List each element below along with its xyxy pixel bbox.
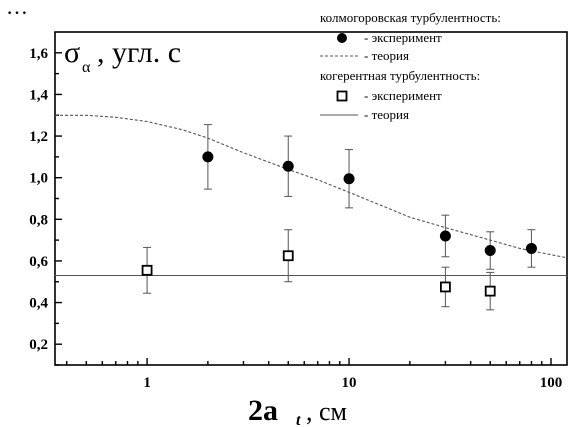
legend-open-square-marker bbox=[336, 90, 348, 102]
y-axis-label-units: , угл. с bbox=[97, 36, 181, 69]
kolmogorov-experiment-point bbox=[282, 135, 294, 197]
y-axis-label-symbol: σ bbox=[64, 36, 80, 69]
x-axis-label-symbol: 2a bbox=[248, 394, 278, 427]
x-axis-label-subscript: t bbox=[296, 412, 301, 427]
top-text-fragment: … bbox=[6, 0, 28, 19]
legend-entry-label: - эксперимент bbox=[364, 88, 442, 103]
open-square-marker bbox=[440, 281, 451, 293]
legend-group-header: когерентная турбулентность: bbox=[320, 68, 480, 83]
coherent-experiment-point bbox=[440, 266, 451, 308]
y-axis-label: σ α , угл. с bbox=[64, 36, 181, 76]
kolmogorov-theory-curve bbox=[55, 114, 568, 259]
x-axis-label-units: , см bbox=[306, 397, 347, 426]
y-tick-label: 0,8 bbox=[29, 212, 48, 228]
axes-layer: 0,2 0,4 0,6 0,8 1,0 1,2 1,4 1,6 1 10 100 bbox=[29, 46, 562, 391]
y-tick-label: 0,4 bbox=[29, 296, 48, 312]
kolmogorov-experiment-point bbox=[343, 149, 355, 209]
y-tick-label: 0,2 bbox=[29, 337, 48, 353]
kolmogorov-experiment-point bbox=[439, 214, 451, 258]
filled-circle-marker bbox=[343, 173, 355, 185]
y-tick-label: 0,6 bbox=[29, 254, 48, 270]
legend-entry-label: - теория bbox=[364, 48, 409, 63]
open-square-marker bbox=[282, 250, 294, 262]
kolmogorov-experiment-point bbox=[484, 231, 496, 270]
legend-entry-label: - теория bbox=[364, 107, 409, 122]
coherent-experiment-point bbox=[484, 271, 496, 311]
legend-filled-circle-marker bbox=[337, 33, 347, 43]
y-tick-label: 1,0 bbox=[29, 171, 48, 187]
y-axis-label-subscript: α bbox=[82, 59, 91, 76]
y-tick-label: 1,2 bbox=[29, 129, 48, 145]
legend-group-header: колмогоровская турбулентность: bbox=[320, 10, 501, 25]
legend: колмогоровская турбулентность: - эксперим… bbox=[320, 10, 501, 122]
filled-circle-marker bbox=[202, 151, 214, 163]
theory-lines-layer bbox=[55, 114, 568, 277]
coherent-experiment-point bbox=[141, 246, 153, 294]
y-tick-label: 1,6 bbox=[29, 46, 48, 62]
plot-frame bbox=[54, 31, 568, 366]
data-points-layer bbox=[141, 124, 537, 311]
coherent-experiment-point bbox=[282, 229, 294, 283]
x-tick-label: 100 bbox=[540, 375, 563, 391]
kolmogorov-experiment-point bbox=[202, 124, 214, 190]
kolmogorov-experiment-point bbox=[525, 229, 537, 268]
filled-circle-marker bbox=[484, 245, 496, 257]
y-tick-label: 1,4 bbox=[29, 87, 48, 103]
filled-circle-marker bbox=[439, 230, 451, 242]
filled-circle-marker bbox=[525, 242, 537, 254]
x-tick-label: 1 bbox=[143, 375, 151, 391]
x-axis-label: 2a t , см bbox=[248, 394, 347, 427]
filled-circle-marker bbox=[282, 160, 294, 172]
open-square-marker bbox=[141, 264, 153, 276]
open-square-marker bbox=[484, 285, 496, 297]
x-tick-label: 10 bbox=[342, 375, 357, 391]
legend-entry-label: - эксперимент bbox=[364, 30, 442, 45]
